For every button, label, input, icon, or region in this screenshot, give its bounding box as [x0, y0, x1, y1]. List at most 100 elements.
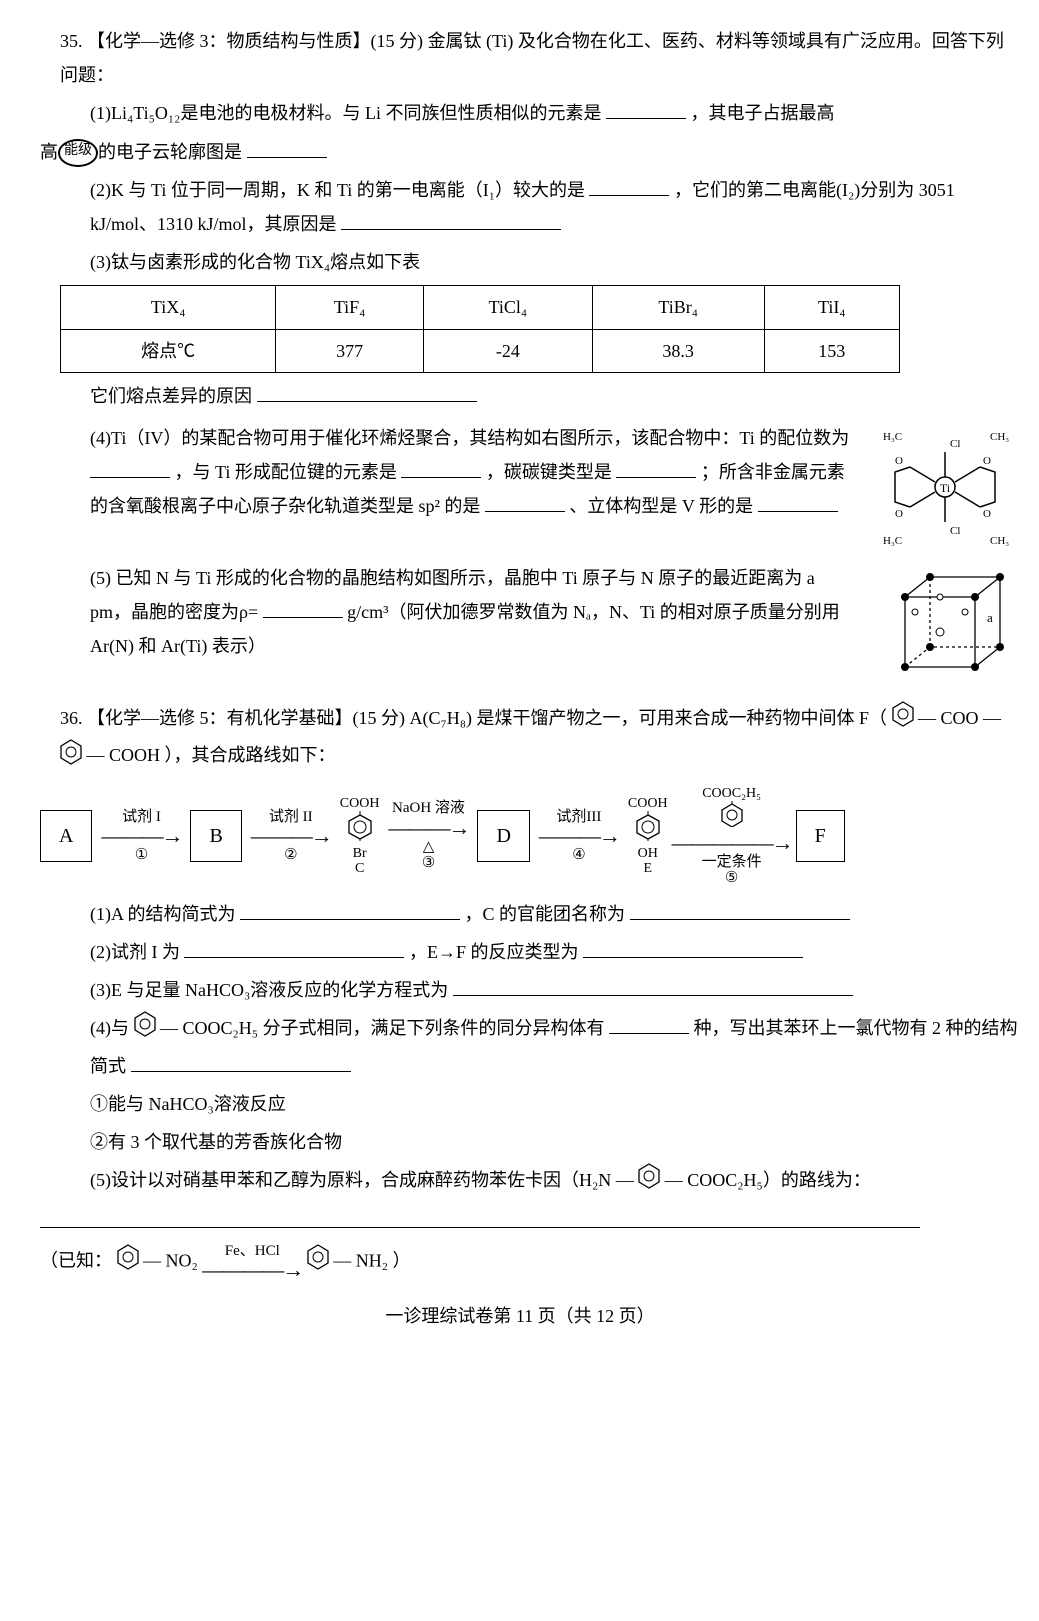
blank	[758, 493, 838, 512]
blank	[401, 459, 481, 478]
svg-text:Cl: Cl	[950, 525, 960, 537]
arrow-label: 一定条件	[672, 854, 792, 871]
known-no2: — NO₂	[143, 1250, 198, 1270]
benzene-icon	[60, 739, 82, 776]
known-arrow: Fe、HCl ————→	[202, 1243, 302, 1282]
cell: 38.3	[592, 329, 764, 372]
q35-num: 35.	[60, 31, 83, 51]
arrow-num: ④	[534, 847, 624, 864]
circled-mark: 能级	[58, 139, 98, 167]
benzene-icon	[117, 1244, 139, 1281]
q36-p5-blank	[20, 1205, 1020, 1239]
blank	[247, 139, 327, 158]
q35-p4a: (4)Ti（IV）的某配合物可用于催化环烯烃聚合，其结构如右图所示，该配合物中：…	[90, 428, 849, 448]
q36-num: 36.	[60, 708, 83, 728]
table-row: TiX₄ TiF₄ TiCl₄ TiBr₄ TiI₄	[61, 286, 900, 329]
blank	[630, 901, 850, 920]
arrow-num: ②	[246, 847, 336, 864]
box-d: D	[477, 810, 529, 862]
blank	[485, 493, 565, 512]
q35-p4e: 、立体构型是 V 形的是	[569, 496, 753, 516]
mol-label: C	[340, 861, 380, 876]
q35-p5-block: (5) 已知 N 与 Ti 形成的化合物的晶胞结构如图所示，晶胞中 Ti 原子与…	[20, 557, 1020, 697]
q35-p1-line2: 高能级的电子云轮廓图是	[20, 135, 1020, 169]
q36-p5: (5)设计以对硝基甲苯和乙醇为原料，合成麻醉药物苯佐卡因（H₂N — — COO…	[20, 1163, 1020, 1200]
q36-p5b: — COOC₂H₅）的路线为：	[665, 1170, 871, 1190]
blank	[40, 1209, 920, 1228]
svg-text:H₃C: H₃C	[883, 431, 902, 443]
q35-p1b: ，其电子占据最高	[690, 103, 834, 123]
q36-p1b: ，C 的官能团名称为	[465, 904, 626, 924]
q36-known: （已知： — NO₂ Fe、HCl ————→ — NH₂ ）	[20, 1243, 1020, 1282]
svg-text:H₃C: H₃C	[883, 535, 902, 547]
arrow-3: NaOH 溶液 ———→ △ ③	[383, 800, 473, 872]
q36-p4d2: ②有 3 个取代基的芳香族化合物	[20, 1125, 1020, 1159]
tix-table: TiX₄ TiF₄ TiCl₄ TiBr₄ TiI₄ 熔点℃ 377 -24 3…	[60, 285, 900, 372]
svg-text:O: O	[895, 508, 903, 520]
f-left: — COO —	[918, 708, 1001, 728]
blank	[257, 383, 477, 402]
mol-bot: OH	[638, 846, 658, 861]
benzene-icon	[307, 1244, 329, 1281]
box-b: B	[190, 810, 241, 862]
q36-p1a: (1)A 的结构简式为	[90, 904, 236, 924]
blank	[341, 211, 561, 230]
arrow-2: 试剂 II ———→ ②	[246, 809, 336, 864]
q36-p1: (1)A 的结构简式为 ，C 的官能团名称为	[20, 897, 1020, 931]
q35-p4: (4)Ti（IV）的某配合物可用于催化环烯烃聚合，其结构如右图所示，该配合物中：…	[90, 421, 858, 524]
q36-p5a: (5)设计以对硝基甲苯和乙醇为原料，合成麻醉药物苯佐卡因（H₂N —	[90, 1170, 634, 1190]
svg-text:O: O	[895, 455, 903, 467]
q35-p2: (2)K 与 Ti 位于同一周期，K 和 Ti 的第一电离能（I₁）较大的是 ，…	[20, 173, 1020, 241]
svg-text:Cl: Cl	[950, 438, 960, 450]
cell: 377	[276, 329, 424, 372]
arrow-mid: △	[383, 839, 473, 856]
q36-title: 【化学—选修 5：有机化学基础】(15 分) A(C₇H₈) 是煤干馏产物之一，…	[87, 708, 887, 728]
q36-p4b: 分子式相同，满足下列条件的同分异构体有	[263, 1018, 605, 1038]
blank	[609, 1015, 689, 1034]
benzene-icon	[892, 701, 914, 738]
q36-p4d1: ①能与 NaHCO₃溶液反应	[20, 1087, 1020, 1121]
th: TiF₄	[276, 286, 424, 329]
blank	[583, 939, 803, 958]
reaction-route: A 试剂 I ———→ ① B 试剂 II ———→ ② COOH Br C N…	[40, 786, 1020, 887]
blank	[90, 459, 170, 478]
svg-text:O: O	[983, 455, 991, 467]
svg-text:CH₃: CH₃	[990, 431, 1009, 443]
q35-p3b-text: 它们熔点差异的原因	[90, 386, 252, 406]
cell: -24	[423, 329, 592, 372]
blank	[616, 459, 696, 478]
q35-p5: (5) 已知 N 与 Ti 形成的化合物的晶胞结构如图所示，晶胞中 Ti 原子与…	[90, 561, 858, 664]
th: TiX₄	[61, 286, 276, 329]
blank	[184, 939, 404, 958]
q36-p2: (2)试剂 I 为 ，E→F 的反应类型为	[20, 935, 1020, 969]
blank	[453, 977, 853, 996]
q35-p4-block: (4)Ti（IV）的某配合物可用于催化环烯烃聚合，其结构如右图所示，该配合物中：…	[20, 417, 1020, 557]
page-footer: 一诊理综试卷第 11 页（共 12 页）	[20, 1299, 1020, 1333]
blank	[131, 1053, 351, 1072]
th: TiCl₄	[423, 286, 592, 329]
q36-heading: 36. 【化学—选修 5：有机化学基础】(15 分) A(C₇H₈) 是煤干馏产…	[20, 701, 1020, 776]
q35-p4b: ，与 Ti 形成配位键的元素是	[175, 462, 397, 482]
q35-p2a: (2)K 与 Ti 位于同一周期，K 和 Ti 的第一电离能（I₁）较大的是	[90, 180, 585, 200]
arrow-num: ⑤	[672, 870, 792, 887]
box-a: A	[40, 810, 92, 862]
benzene-icon	[638, 1163, 660, 1200]
q36-p3: (3)E 与足量 NaHCO₃溶液反应的化学方程式为	[20, 973, 1020, 1007]
q35-p1a: (1)Li₄Ti₅O₁₂是电池的电极材料。与 Li 不同族但性质相似的元素是	[90, 103, 601, 123]
row-label: 熔点℃	[61, 329, 276, 372]
mol-top: COOH	[628, 796, 668, 811]
mol-c: COOH Br C	[340, 796, 380, 877]
q35-p3b: 它们熔点差异的原因	[20, 379, 1020, 413]
svg-text:O: O	[983, 508, 991, 520]
f-right: — COOH	[87, 745, 161, 765]
svg-text:Ti: Ti	[940, 481, 951, 495]
q36-p2b: ，E→F 的反应类型为	[409, 942, 579, 962]
q35-p4c: ，碳碳键类型是	[486, 462, 612, 482]
arrow-4: 试剂III ———→ ④	[534, 809, 624, 864]
q35-p3-text: (3)钛与卤素形成的化合物 TiX₄熔点如下表	[90, 252, 420, 272]
blank	[589, 177, 669, 196]
mol-top: COOC₂H₅	[672, 786, 792, 801]
q35-heading: 35. 【化学—选修 3：物质结构与性质】(15 分) 金属钛 (Ti) 及化合…	[20, 24, 1020, 92]
mol-e: COOH OH E	[628, 796, 668, 877]
table-row: 熔点℃ 377 -24 38.3 153	[61, 329, 900, 372]
